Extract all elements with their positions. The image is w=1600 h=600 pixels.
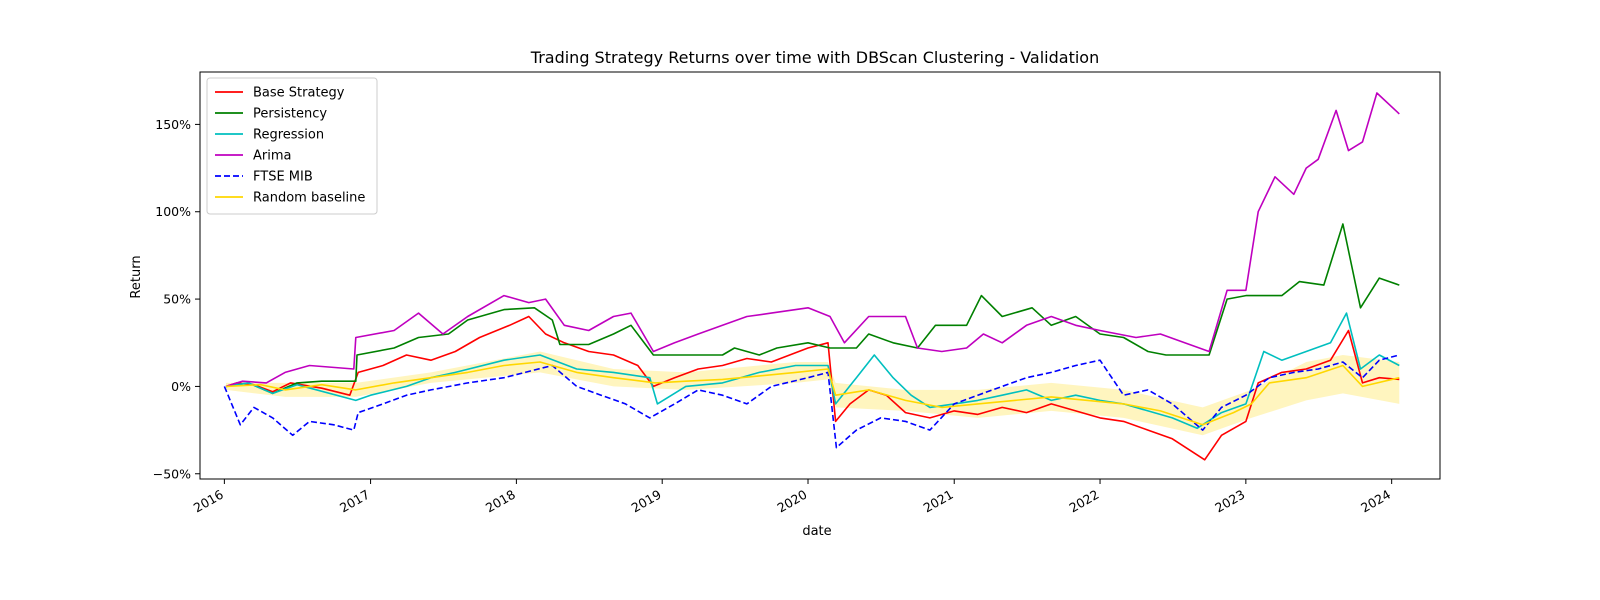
- legend-label-arima: Arima: [253, 149, 291, 164]
- series-line-regression: [225, 312, 1400, 430]
- legend-label-ftse-mib: FTSE MIB: [253, 170, 313, 185]
- y-tick-label: −50%: [153, 466, 191, 481]
- legend-label-base-strategy: Base Strategy: [253, 86, 345, 101]
- x-tick-label: 2016: [191, 487, 226, 516]
- y-axis: −50% 0% 50% 100% 150%: [153, 117, 200, 481]
- series-line-base-strategy: [225, 315, 1400, 461]
- y-tick-label: 0%: [171, 379, 191, 394]
- series-line-persistency: [225, 223, 1400, 395]
- legend-label-random-baseline: Random baseline: [253, 191, 365, 206]
- legend-label-persistency: Persistency: [253, 107, 327, 122]
- series-line-random-baseline: [225, 361, 1400, 426]
- y-tick-label: 150%: [155, 117, 191, 132]
- x-tick-label: 2022: [1066, 487, 1101, 516]
- legend-box: [206, 77, 378, 215]
- x-tick-label: 2019: [629, 487, 664, 516]
- random-baseline-band-area: [226, 351, 1400, 436]
- x-tick-label: 2021: [921, 487, 956, 516]
- legend: Base Strategy Persistency Regression Arima F…: [206, 77, 378, 215]
- legend-label-regression: Regression: [253, 128, 324, 143]
- plot-frame: [199, 71, 1441, 480]
- series-line-arima: [225, 92, 1400, 388]
- series-lines: [223, 92, 1400, 461]
- y-tick-label: 50%: [163, 292, 191, 307]
- x-tick-label: 2023: [1212, 487, 1247, 516]
- y-axis-label: Return: [129, 255, 144, 298]
- x-axis-label: date: [802, 524, 831, 539]
- x-axis: 2016 2017 2018 2019 2020 2021 2022 2023 2024: [191, 479, 1393, 516]
- chart-title: Trading Strategy Returns over time with …: [530, 48, 1099, 67]
- x-tick-label: 2024: [1358, 487, 1393, 516]
- y-tick-label: 100%: [155, 204, 191, 219]
- x-tick-label: 2020: [774, 487, 809, 516]
- x-tick-label: 2018: [483, 487, 518, 516]
- x-tick-label: 2017: [337, 487, 372, 516]
- random-baseline-band: [226, 351, 1400, 436]
- series-line-ftse-mib: [223, 354, 1400, 449]
